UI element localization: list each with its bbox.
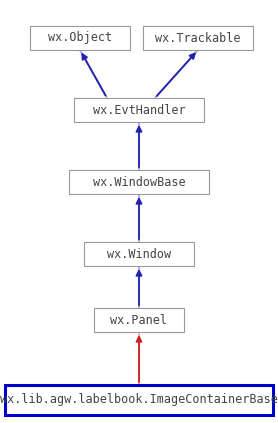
Text: wx.Object: wx.Object — [48, 31, 112, 44]
Text: wx.lib.agw.labelbook.ImageContainerBase: wx.lib.agw.labelbook.ImageContainerBase — [0, 393, 278, 407]
Text: wx.Panel: wx.Panel — [110, 313, 168, 327]
Bar — [5, 385, 273, 415]
Bar — [69, 170, 209, 194]
Bar — [74, 98, 204, 122]
Bar — [84, 242, 194, 266]
Text: wx.Trackable: wx.Trackable — [155, 31, 241, 44]
Text: wx.EvtHandler: wx.EvtHandler — [93, 104, 185, 116]
Text: wx.WindowBase: wx.WindowBase — [93, 176, 185, 189]
Bar — [143, 26, 253, 50]
Text: wx.Window: wx.Window — [107, 247, 171, 261]
Bar — [30, 26, 130, 50]
Bar — [94, 308, 184, 332]
